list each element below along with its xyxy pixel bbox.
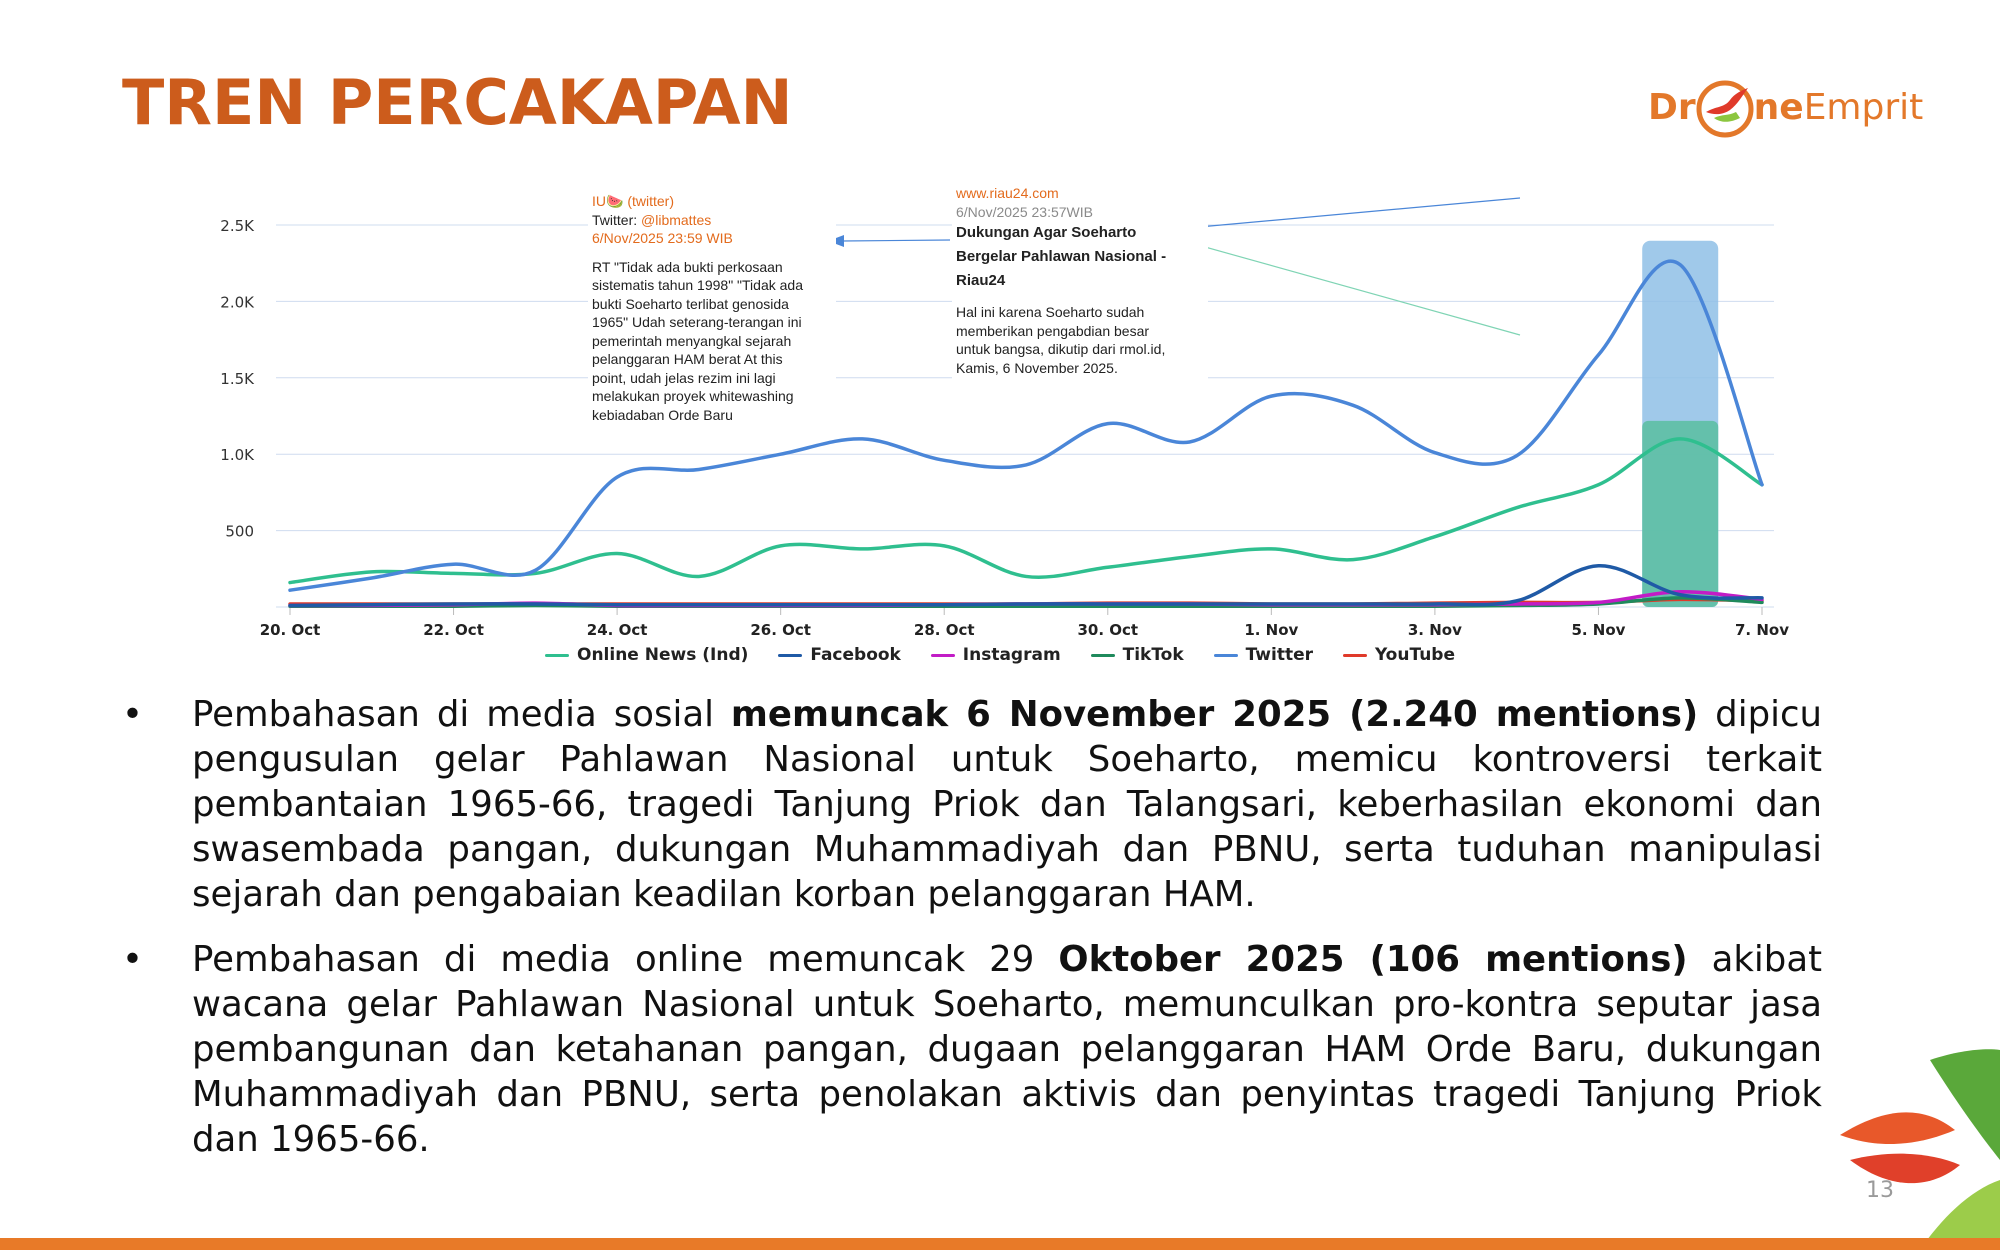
legend-swatch (1342, 653, 1367, 657)
news-body-line: Hal ini karena Soeharto sudah (956, 304, 1145, 320)
tweet-body-line: 1965" Udah seterang-terangan ini (592, 314, 802, 330)
legend-swatch (545, 653, 569, 657)
news-headline: Dukungan Agar Soeharto Bergelar Pahlawan… (956, 221, 1204, 293)
tweet-body-line: point, udah jelas rezim ini lagi (592, 369, 776, 386)
bullet-highlight: Oktober 2025 (106 mentions) (1058, 939, 1688, 980)
news-headline-line: Bergelar Pahlawan Nasional - (956, 248, 1167, 265)
bird-logo-icon (1696, 80, 1754, 138)
y-tick-label: 1.0K (220, 446, 255, 464)
x-tick-label: 22. Oct (423, 621, 484, 639)
x-tick-label: 26. Oct (750, 621, 811, 639)
tweet-body-line: RT "Tidak ada bukti perkosaan (592, 258, 783, 275)
x-tick-label: 28. Oct (914, 621, 975, 639)
tweet-handle-prefix: Twitter: (592, 211, 642, 228)
legend-item-youtube[interactable]: YouTube (1342, 645, 1455, 665)
legend-label: TikTok (1122, 645, 1184, 665)
x-tick-label: 20. Oct (260, 621, 321, 639)
x-tick-label: 3. Nov (1408, 621, 1462, 639)
legend-item-facebook[interactable]: Facebook (778, 645, 901, 665)
news-date: 6/Nov/2025 23:57WIB (956, 203, 1093, 220)
legend-item-instagram[interactable]: Instagram (930, 645, 1061, 665)
news-annotation: www.riau24.com 6/Nov/2025 23:57WIB Dukun… (952, 182, 1208, 379)
news-headline-line: Riau24 (956, 272, 1006, 289)
y-tick-label: 2.0K (220, 293, 255, 311)
legend-label: Twitter (1245, 645, 1314, 665)
drone-emprit-logo: Dr neEmprit (1648, 70, 1923, 146)
tweet-body-line: pemerintah menyangkal sejarah (592, 332, 792, 349)
x-tick-label: 5. Nov (1571, 621, 1625, 639)
legend-swatch (1090, 653, 1115, 657)
legend-label: Facebook (810, 645, 901, 665)
news-body-line: untuk bangsa, dikutip dari rmol.id, (956, 341, 1166, 357)
legend-label: Instagram (962, 645, 1061, 665)
tweet-body-line: melakukan proyek whitewashing (592, 388, 794, 404)
x-tick-label: 24. Oct (587, 621, 648, 639)
callout-line-news-2 (1154, 232, 1521, 336)
logo-text-part3: Emprit (1803, 87, 1924, 128)
tweet-handle-line: Twitter: @libmattes (592, 211, 832, 230)
news-body-line: Kamis, 6 November 2025. (956, 359, 1118, 376)
logo-text-part1: Dr (1648, 87, 1696, 128)
tweet-annotation: IU🍉 (twitter) Twitter: @libmattes 6/Nov/… (588, 190, 836, 426)
tweet-body-line: sistematis tahun 1998" "Tidak ada (592, 277, 803, 293)
tweet-source: IU🍉 (twitter) (592, 193, 674, 209)
page-number: 13 (1866, 1178, 1894, 1203)
tweet-body: RT "Tidak ada bukti perkosaan sistematis… (592, 258, 832, 425)
news-headline-line: Dukungan Agar Soeharto (956, 224, 1137, 241)
summary-bullets: • Pembahasan di media sosial memuncak 6 … (122, 692, 1822, 1182)
tweet-date: 6/Nov/2025 23:59 WIB (592, 230, 733, 246)
news-body-line: memberikan pengabdian besar (956, 322, 1150, 339)
series-line-twitter (288, 259, 1764, 592)
bullet-dot: • (122, 939, 143, 980)
y-tick-label: 2.5K (220, 217, 255, 235)
bullet-text: akibat wacana gelar Pahlawan Nasional un… (192, 939, 1822, 1160)
legend-swatch (778, 653, 803, 657)
tweet-body-line: pelanggaran HAM berat At this (592, 351, 783, 367)
series-line-online-news-ind (288, 437, 1764, 585)
bullet-highlight: memuncak 6 November 2025 (2.240 mentions… (730, 694, 1699, 735)
tweet-handle: @libmattes (641, 211, 712, 228)
bullet-text: dipicu pengusulan gelar Pahlawan Nasiona… (192, 694, 1822, 915)
x-tick-label: 7. Nov (1735, 621, 1789, 639)
corner-leaf-decoration (1840, 1049, 2000, 1250)
x-tick-label: 1. Nov (1244, 621, 1298, 639)
tweet-body-line: bukti Soeharto terlibat genosida (592, 295, 789, 312)
bullet-online-media: • Pembahasan di media online memuncak 29… (122, 937, 1822, 1162)
tweet-body-line: kebiadaban Orde Baru (592, 406, 733, 423)
callout-line-tweet (841, 239, 951, 242)
legend-swatch (1213, 653, 1238, 657)
news-source: www.riau24.com (956, 185, 1059, 201)
legend-label: Online News (Ind) (577, 645, 749, 665)
legend-swatch (930, 653, 955, 657)
bottom-accent-bar (0, 1238, 2000, 1250)
highlight-bar-online-news (1642, 420, 1719, 607)
bullet-dot: • (122, 694, 143, 735)
x-tick-label: 30. Oct (1077, 621, 1138, 639)
y-tick-label: 500 (225, 523, 254, 541)
legend-item-tiktok[interactable]: TikTok (1090, 645, 1184, 665)
y-tick-label: 1.5K (220, 370, 255, 388)
series-line-facebook (288, 563, 1764, 608)
bullet-social-media: • Pembahasan di media sosial memuncak 6 … (122, 692, 1822, 917)
legend-label: YouTube (1374, 645, 1455, 665)
bullet-text: Pembahasan di media sosial (192, 694, 731, 735)
slide-title: TREN PERCAKAPAN (122, 66, 793, 139)
legend-item-twitter[interactable]: Twitter (1213, 645, 1314, 665)
callout-line-news (1154, 197, 1521, 232)
bullet-text: Pembahasan di media online memuncak 29 (192, 939, 1059, 980)
news-body: Hal ini karena Soeharto sudah memberikan… (956, 303, 1204, 377)
logo-text-part2: ne (1753, 87, 1804, 128)
legend-item-online-news[interactable]: Online News (Ind) (545, 645, 748, 665)
callout-arrowhead-tweet (828, 235, 844, 247)
chart-legend: Online News (Ind) Facebook Instagram Tik… (0, 645, 2000, 665)
